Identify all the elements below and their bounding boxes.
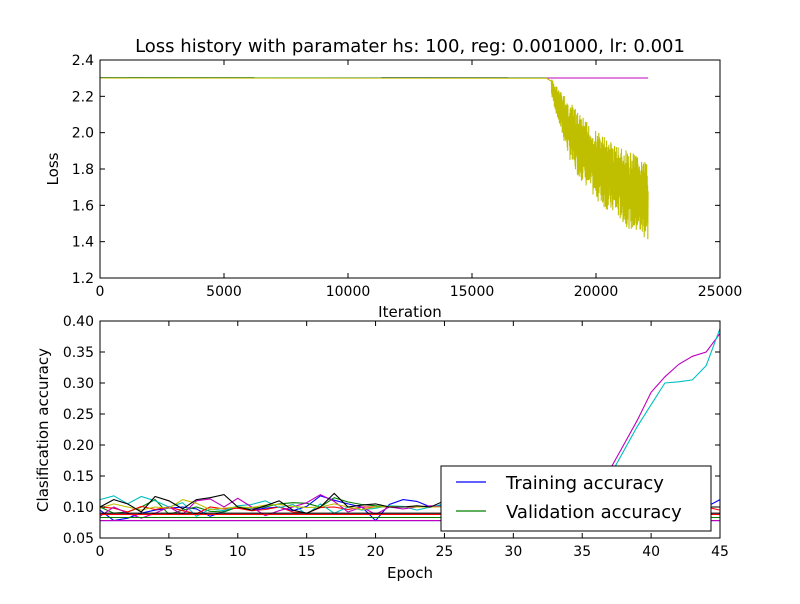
accuracy-y-tick-label: 0.35 [63,345,94,361]
loss-x-tick-label: 15000 [450,284,495,300]
loss-x-tick-label: 5000 [206,284,242,300]
accuracy-x-tick-label: 20 [367,544,385,560]
accuracy-y-tick-label: 0.20 [63,438,94,454]
accuracy-x-tick-label: 30 [504,544,522,560]
accuracy-x-tick-label: 25 [436,544,454,560]
accuracy-y-tick-label: 0.30 [63,376,94,392]
loss-y-tick-label: 1.6 [72,198,94,214]
accuracy-y-tick-label: 0.10 [63,500,94,516]
loss-x-axis-label: Iteration [378,303,442,321]
legend-label-training: Training accuracy [505,473,664,494]
accuracy-y-axis-label: Clasification accuracy [34,348,52,512]
loss-chart-title: Loss history with paramater hs: 100, reg… [135,36,685,57]
loss-y-tick-label: 2.2 [72,89,94,105]
loss-y-tick-label: 1.4 [72,235,94,251]
accuracy-x-tick-label: 45 [711,544,729,560]
accuracy-x-tick-label: 35 [573,544,591,560]
accuracy-x-tick-label: 5 [164,544,173,560]
loss-y-tick-label: 2.4 [72,53,94,69]
accuracy-x-axis-label: Epoch [387,564,433,582]
accuracy-y-tick-label: 0.15 [63,469,94,485]
loss-y-axis-label: Loss [44,152,62,185]
accuracy-y-tick-label: 0.40 [63,314,94,330]
accuracy-y-tick-label: 0.25 [63,407,94,423]
accuracy-x-tick-label: 10 [229,544,247,560]
loss-x-tick-label: 25000 [698,284,743,300]
accuracy-x-tick-label: 40 [642,544,660,560]
legend-label-validation: Validation accuracy [506,502,682,523]
accuracy-legend: Training accuracy Validation accuracy [441,466,711,531]
loss-x-tick-label: 10000 [326,284,371,300]
loss-x-tick-label: 20000 [574,284,619,300]
accuracy-y-tick-label: 0.05 [63,531,94,547]
accuracy-x-tick-label: 15 [298,544,316,560]
accuracy-x-tick-label: 0 [96,544,105,560]
loss-x-tick-label: 0 [96,284,105,300]
loss-y-tick-label: 1.8 [72,162,94,178]
loss-y-tick-label: 1.2 [72,271,94,287]
loss-y-tick-label: 2.0 [72,126,94,142]
